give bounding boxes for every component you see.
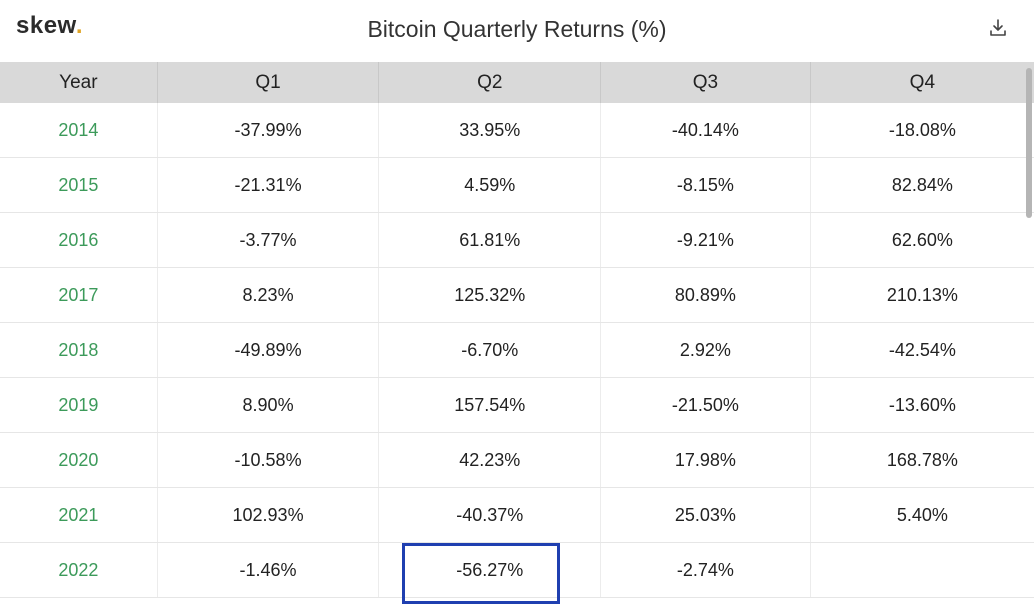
- cell-q2: -56.27%: [378, 542, 602, 598]
- cell-q2: 42.23%: [378, 432, 602, 488]
- cell-q3: -21.50%: [600, 377, 811, 433]
- cell-q4: 210.13%: [810, 267, 1034, 323]
- cell-q1: 8.23%: [157, 267, 380, 323]
- cell-q4: -13.60%: [810, 377, 1034, 433]
- table-row: 2022 -1.46% -56.27% -2.74%: [0, 542, 1034, 598]
- cell-q2: 4.59%: [378, 157, 602, 213]
- cell-q3: -8.15%: [600, 157, 811, 213]
- cell-q4: -18.08%: [810, 103, 1034, 158]
- page-title: Bitcoin Quarterly Returns (%): [367, 15, 667, 42]
- cell-q2: -6.70%: [378, 322, 602, 378]
- table-row: 2018 -49.89% -6.70% 2.92% -42.54%: [0, 322, 1034, 378]
- cell-q4: [810, 542, 1034, 598]
- cell-q1: -3.77%: [157, 212, 380, 268]
- cell-q1: 8.90%: [157, 377, 380, 433]
- cell-year: 2020: [0, 432, 158, 488]
- cell-q4: 5.40%: [810, 487, 1034, 543]
- cell-year: 2022: [0, 542, 158, 598]
- cell-q3: 2.92%: [600, 322, 811, 378]
- column-header-q1[interactable]: Q1: [157, 62, 380, 103]
- column-header-q3[interactable]: Q3: [600, 62, 811, 103]
- cell-year: 2017: [0, 267, 158, 323]
- column-header-q2[interactable]: Q2: [378, 62, 602, 103]
- table-row: 2020 -10.58% 42.23% 17.98% 168.78%: [0, 432, 1034, 488]
- cell-year: 2014: [0, 103, 158, 158]
- logo-dot: .: [75, 12, 83, 39]
- column-header-q4[interactable]: Q4: [810, 62, 1034, 103]
- cell-q2: 33.95%: [378, 103, 602, 158]
- column-header-year[interactable]: Year: [0, 62, 158, 103]
- cell-q1: -49.89%: [157, 322, 380, 378]
- logo[interactable]: skew.: [16, 12, 83, 40]
- header: skew. Bitcoin Quarterly Returns (%): [0, 0, 1034, 62]
- logo-text: skew: [16, 12, 76, 39]
- download-icon: [990, 19, 1006, 36]
- cell-q4: -42.54%: [810, 322, 1034, 378]
- cell-q2: -40.37%: [378, 487, 602, 543]
- cell-q2: 61.81%: [378, 212, 602, 268]
- cell-year: 2019: [0, 377, 158, 433]
- table-body: 2014 -37.99% 33.95% -40.14% -18.08% 2015 -21.3…: [0, 103, 1034, 598]
- cell-year: 2021: [0, 487, 158, 543]
- table-row: 2019 8.90% 157.54% -21.50% -13.60%: [0, 377, 1034, 433]
- cell-q3: -2.74%: [600, 542, 811, 598]
- cell-q4: 62.60%: [810, 212, 1034, 268]
- cell-q3: 80.89%: [600, 267, 811, 323]
- cell-q1: -21.31%: [157, 157, 380, 213]
- cell-year: 2016: [0, 212, 158, 268]
- returns-table: Year Q1 Q2 Q3 Q4 2014 -37.99% 33.95% -40.14…: [0, 62, 1034, 598]
- cell-q1: -37.99%: [157, 103, 380, 158]
- table-row: 2014 -37.99% 33.95% -40.14% -18.08%: [0, 103, 1034, 158]
- cell-q1: -1.46%: [157, 542, 380, 598]
- cell-q3: -9.21%: [600, 212, 811, 268]
- cell-year: 2018: [0, 322, 158, 378]
- cell-q2: 157.54%: [378, 377, 602, 433]
- table-row: 2015 -21.31% 4.59% -8.15% 82.84%: [0, 157, 1034, 213]
- cell-year: 2015: [0, 157, 158, 213]
- cell-q3: 17.98%: [600, 432, 811, 488]
- scrollbar[interactable]: [1024, 62, 1034, 612]
- table-row: 2017 8.23% 125.32% 80.89% 210.13%: [0, 267, 1034, 323]
- cell-q4: 168.78%: [810, 432, 1034, 488]
- table-row: 2021 102.93% -40.37% 25.03% 5.40%: [0, 487, 1034, 543]
- cell-q2: 125.32%: [378, 267, 602, 323]
- download-button[interactable]: [988, 18, 1008, 38]
- table-header: Year Q1 Q2 Q3 Q4: [0, 62, 1034, 103]
- scroll-thumb[interactable]: [1026, 68, 1032, 218]
- table-row: 2016 -3.77% 61.81% -9.21% 62.60%: [0, 212, 1034, 268]
- cell-q3: 25.03%: [600, 487, 811, 543]
- cell-q1: -10.58%: [157, 432, 380, 488]
- cell-q3: -40.14%: [600, 103, 811, 158]
- cell-q1: 102.93%: [157, 487, 380, 543]
- cell-q4: 82.84%: [810, 157, 1034, 213]
